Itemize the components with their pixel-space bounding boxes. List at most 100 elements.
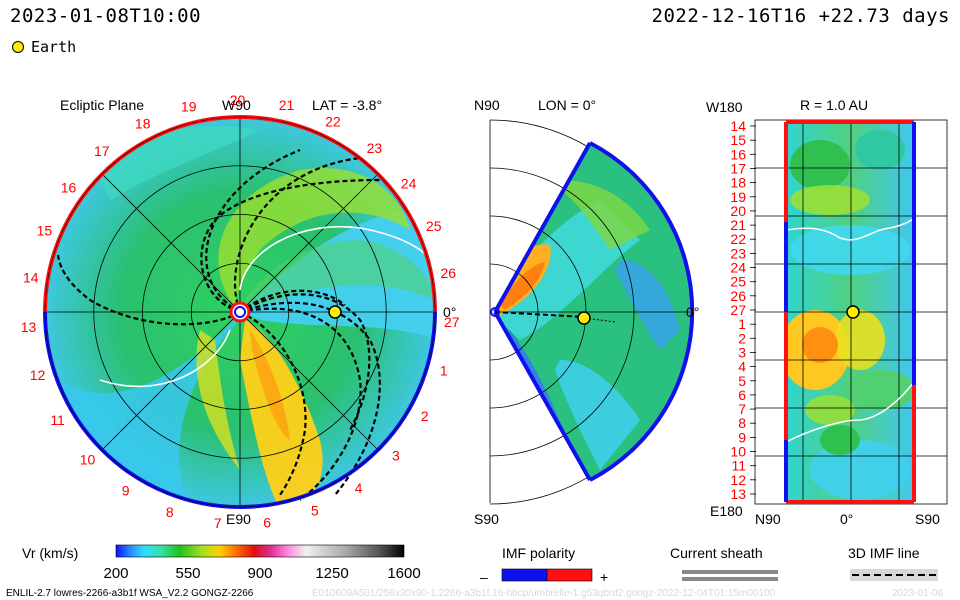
inner-boundary-marker bbox=[229, 301, 251, 323]
radial-y-tick-label: 25 bbox=[730, 274, 746, 290]
radial-y-tick-label: 1 bbox=[738, 316, 746, 332]
carrington-label: 16 bbox=[61, 179, 77, 195]
imf-polarity-title: IMF polarity bbox=[502, 545, 575, 561]
negative-polarity-swatch bbox=[501, 568, 548, 582]
radial-y-tick-label: 18 bbox=[730, 175, 746, 191]
radial-y-tick-label: 20 bbox=[730, 203, 746, 219]
radial-y-tick-label: 13 bbox=[730, 486, 746, 502]
radial-y-tick-label: 22 bbox=[730, 231, 746, 247]
radial-y-tick-label: 8 bbox=[738, 415, 746, 431]
carrington-label: 4 bbox=[355, 480, 363, 496]
colorbar-title: Vr (km/s) bbox=[22, 545, 78, 561]
meridional-polarity-edge bbox=[493, 311, 592, 481]
radial-y-tick-label: 3 bbox=[738, 345, 746, 361]
imf-polarity-legend: IMF polarity – + bbox=[480, 545, 608, 585]
carrington-label: 17 bbox=[94, 143, 110, 159]
meridional-imf-line bbox=[494, 311, 586, 318]
meridional-zero-label: 0° bbox=[686, 304, 699, 320]
carrington-labels: 19 20 212223242526271234567891011121314151… bbox=[21, 92, 460, 531]
ecliptic-zero-label: 0° bbox=[443, 304, 456, 320]
ecliptic-w90-label: W90 bbox=[222, 97, 251, 113]
colorbar-tick-label: 1250 bbox=[315, 565, 348, 582]
carrington-label: 27 bbox=[444, 314, 460, 330]
radial-y-tick-label: 23 bbox=[730, 245, 746, 261]
footer-model: ENLIL-2.7 lowres-2266-a3b1f WSA_V2.2 GON… bbox=[6, 588, 254, 599]
carrington-label: 10 bbox=[80, 451, 96, 467]
earth-legend-label: Earth bbox=[31, 38, 77, 56]
carrington-label: 21 bbox=[279, 97, 295, 113]
earth-marker-radial bbox=[846, 305, 860, 319]
colorbar-gradient bbox=[115, 544, 405, 558]
carrington-label: 20 bbox=[230, 92, 246, 108]
radial-y-tick-label: 14 bbox=[730, 118, 746, 134]
radial-y-tick-label: 5 bbox=[738, 373, 746, 389]
radial-y-tick-label: 27 bbox=[730, 302, 746, 318]
datetime-label: 2023-01-08T10:00 bbox=[10, 5, 202, 27]
imf-line-title: 3D IMF line bbox=[848, 545, 920, 561]
carrington-label: 15 bbox=[37, 222, 53, 238]
colorbar-tick-label: 200 bbox=[103, 565, 128, 582]
carrington-label: 3 bbox=[392, 448, 400, 464]
colorbar-tick-label: 1600 bbox=[387, 565, 420, 582]
ecliptic-sheath-line bbox=[99, 329, 231, 388]
carrington-label: 14 bbox=[23, 270, 39, 286]
earth-marker-meridional bbox=[577, 311, 591, 325]
radial-y-tick-label: 6 bbox=[738, 387, 746, 403]
radial-r-label: R = 1.0 AU bbox=[800, 97, 868, 113]
current-sheath-legend: Current sheath bbox=[670, 545, 778, 581]
vr-colorbar: Vr (km/s) 200 550 900 1250 1600 bbox=[22, 544, 421, 582]
radial-y-tick-label: 15 bbox=[730, 132, 746, 148]
carrington-label: 19 bbox=[181, 98, 197, 114]
radial-x-tick-s90: S90 bbox=[915, 511, 940, 527]
footer-run-id: E010609A501/256x30x90-1.2266-a3b1f.16-hb… bbox=[312, 588, 776, 599]
meridional-velocity-field bbox=[495, 143, 690, 480]
carrington-label: 9 bbox=[122, 483, 130, 499]
colorbar-tick-label: 550 bbox=[175, 565, 200, 582]
radial-y-tick-label: 26 bbox=[730, 288, 746, 304]
carrington-label: 11 bbox=[50, 412, 65, 428]
carrington-label: 18 bbox=[135, 116, 151, 132]
carrington-label: 12 bbox=[30, 367, 46, 383]
radial-y-tick-label: 2 bbox=[738, 330, 746, 346]
radial-y-tick-label: 17 bbox=[730, 161, 746, 177]
inner-boundary-marker bbox=[234, 306, 246, 318]
carrington-label: 7 bbox=[214, 515, 222, 531]
radial-y-tick-label: 11 bbox=[731, 458, 746, 474]
radial-y-tick-label: 7 bbox=[738, 401, 746, 417]
current-sheath-title: Current sheath bbox=[670, 545, 763, 561]
colorbar-tick-label: 900 bbox=[247, 565, 272, 582]
earth-marker-ecliptic bbox=[328, 305, 342, 319]
carrington-label: 22 bbox=[325, 114, 341, 130]
radial-y-tick-label: 19 bbox=[730, 189, 746, 205]
footer-date-stamp: 2023-01-06 bbox=[892, 588, 944, 599]
ecliptic-plane-panel: 19 20 212223242526271234567891011121314151… bbox=[21, 92, 460, 531]
meridional-plane-panel: N90 LON = 0° S90 0° bbox=[474, 97, 699, 527]
radial-y-tick-label: 10 bbox=[730, 444, 746, 460]
ecliptic-imf-lines bbox=[56, 148, 381, 501]
radial-w180-label: W180 bbox=[706, 99, 743, 115]
carrington-label: 13 bbox=[21, 319, 37, 335]
reference-time-label: 2022-12-16T16 +22.73 days bbox=[651, 5, 950, 27]
radial-y-tick-label: 24 bbox=[730, 260, 746, 276]
carrington-label: 24 bbox=[401, 175, 417, 191]
radial-e180-label: E180 bbox=[710, 503, 743, 519]
radial-y-tick-labels: 1415161718192021222324252627123456789101… bbox=[730, 118, 756, 502]
radial-y-tick-label: 4 bbox=[738, 359, 746, 375]
carrington-label: 6 bbox=[263, 514, 271, 530]
carrington-label: 2 bbox=[421, 408, 429, 424]
positive-polarity-swatch bbox=[546, 568, 593, 582]
carrington-label: 1 bbox=[440, 362, 448, 378]
carrington-label: 25 bbox=[426, 218, 442, 234]
radial-y-tick-label: 16 bbox=[730, 146, 746, 162]
meridional-polarity-edge bbox=[589, 141, 695, 482]
radial-map-panel: 1415161718192021222324252627123456789101… bbox=[706, 97, 948, 527]
radial-y-tick-label: 12 bbox=[730, 472, 746, 488]
meridional-polarity-edge bbox=[493, 142, 592, 313]
radial-y-tick-label: 9 bbox=[738, 429, 746, 445]
ecliptic-e90-label: E90 bbox=[226, 511, 251, 527]
meridional-n90-label: N90 bbox=[474, 97, 500, 113]
carrington-label: 8 bbox=[166, 504, 174, 520]
carrington-label: 23 bbox=[367, 140, 383, 156]
radial-sheath-line bbox=[785, 217, 915, 241]
